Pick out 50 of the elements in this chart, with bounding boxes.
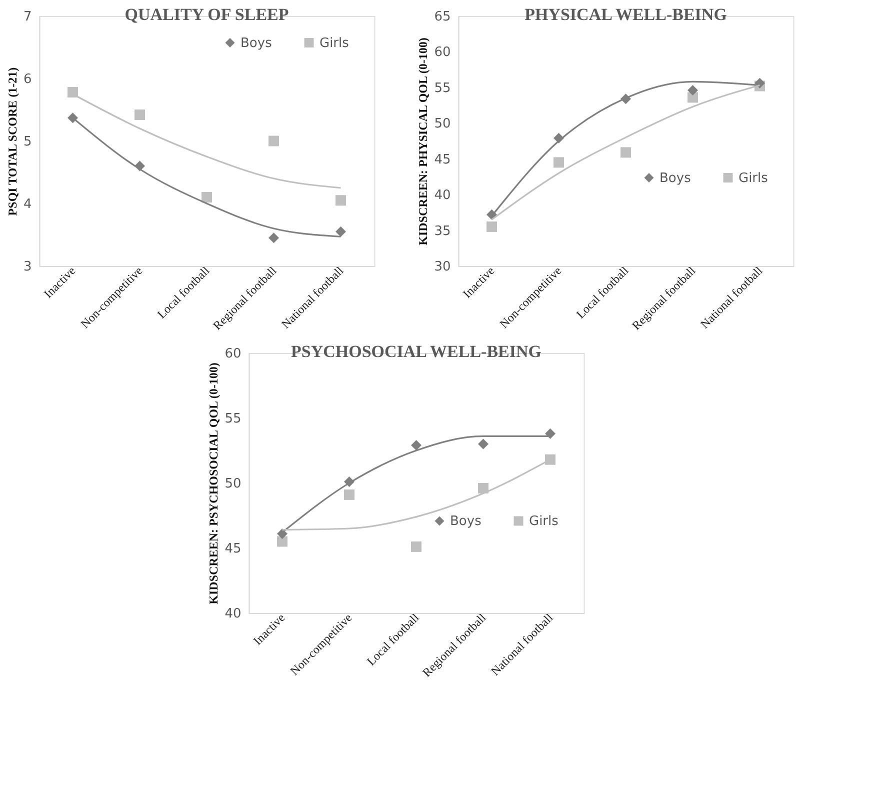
point <box>202 192 212 202</box>
point <box>545 454 556 465</box>
y-tick-label: 35 <box>434 224 451 239</box>
y-tick-label: 40 <box>224 606 242 622</box>
y-tick-label: 4 <box>23 197 32 212</box>
point <box>478 438 488 450</box>
point <box>68 87 78 98</box>
y-axis-title: KIDSCREEN: PSYCHOSOCIAL QOL (0-100) <box>206 362 221 604</box>
point <box>268 232 279 244</box>
y-tick-label: 40 <box>434 188 451 204</box>
point <box>268 136 279 146</box>
y-tick-label: 60 <box>434 45 451 60</box>
y-tick-label: 60 <box>224 346 242 362</box>
y-tick-label: 50 <box>434 116 451 132</box>
y-tick-label: 50 <box>224 476 242 492</box>
y-tick-label: 7 <box>23 10 32 24</box>
point <box>620 147 631 158</box>
y-tick-label: 55 <box>434 80 451 96</box>
point <box>545 428 556 439</box>
legend-label: Girls <box>738 170 768 186</box>
point <box>688 85 698 96</box>
y-tick-label: 55 <box>224 412 242 426</box>
legend-label: Boys <box>660 170 692 186</box>
point <box>68 112 78 124</box>
legend-label: Girls <box>320 36 350 51</box>
y-axis-title: PSQI TOTAL SCORE (1-21) <box>5 67 20 216</box>
point <box>277 536 288 547</box>
y-tick-label: 5 <box>23 134 32 150</box>
y-tick-label: 65 <box>434 10 451 24</box>
chart-title: PHYSICAL WELL-BEING <box>524 5 727 24</box>
y-tick-label: 30 <box>434 260 451 274</box>
point <box>486 221 497 232</box>
legend-label: Boys <box>450 514 482 529</box>
y-tick-label: 45 <box>434 152 451 168</box>
chart-title: QUALITY OF SLEEP <box>124 5 289 24</box>
legend-label: Girls <box>529 514 559 529</box>
point <box>336 226 346 237</box>
y-tick-label: 3 <box>23 260 32 274</box>
legend-label: Boys <box>240 36 272 51</box>
point <box>336 195 346 206</box>
point <box>554 157 564 168</box>
point <box>411 541 422 552</box>
point <box>134 110 145 120</box>
point <box>478 482 488 494</box>
y-axis-title: KIDSCREEN: PHYSICAL QOL (0-100) <box>416 38 430 246</box>
point <box>411 440 422 451</box>
y-tick-label: 6 <box>23 72 32 87</box>
chart-title: PSYCHOSOCIAL WELL-BEING <box>290 342 542 361</box>
y-tick-label: 45 <box>224 542 242 556</box>
point <box>344 489 354 500</box>
